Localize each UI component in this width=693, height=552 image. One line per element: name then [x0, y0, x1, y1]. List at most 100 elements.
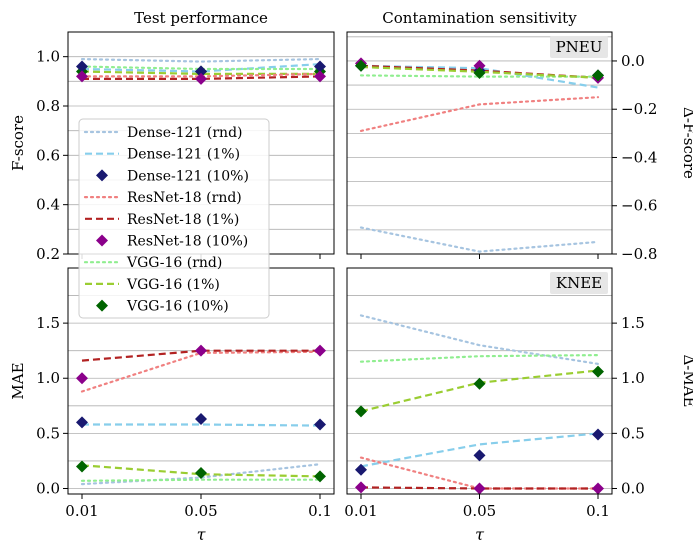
legend-label: VGG-16 (1%) [126, 277, 220, 293]
series-line-dense-rnd [80, 57, 322, 63]
y-tick-label: −0.8 [621, 245, 657, 263]
panel-test-performance-fscore: 0.2 0.4 0.6 0.8 1.0 Test performance F-score [9, 9, 335, 263]
marker-vgg-10 [592, 69, 604, 82]
y-tick-label: 1.0 [36, 369, 60, 387]
legend-label: ResNet-18 (1%) [127, 212, 239, 228]
series-line-dense-1 [82, 423, 321, 427]
marker-vgg-10 [355, 59, 367, 72]
x-tick-label: 0.01 [65, 502, 98, 520]
series-line-resnet-1 [360, 64, 599, 79]
gridlines [68, 295, 334, 489]
marker-dense-10 [76, 416, 88, 429]
marker-vgg-10 [314, 470, 326, 483]
y-tick-label: 0.5 [36, 424, 60, 442]
marker-vgg-10 [473, 67, 486, 80]
marker-dense-10 [76, 60, 88, 73]
x-tick-label: 0.1 [308, 502, 332, 520]
legend-label: ResNet-18 (rnd) [127, 190, 242, 206]
series-line-vgg-rnd [359, 354, 600, 363]
series-group [76, 344, 326, 486]
dataset-badge [550, 36, 608, 58]
marker-vgg-10 [355, 405, 367, 418]
panel-test-performance-mae: 0.0 0.5 1.0 1.5 0.01 0.05 0.1 MAE τ [9, 267, 335, 544]
dataset-badge [550, 272, 608, 294]
marker-dense-10 [473, 449, 486, 462]
legend-label: Dense-121 (10%) [127, 168, 249, 184]
series-line-dense-rnd [359, 226, 600, 253]
marker-dense-10 [314, 418, 326, 431]
marker-dense-10 [314, 60, 326, 73]
y-tick-label: 0.0 [36, 479, 60, 497]
legend-marker [96, 234, 108, 247]
series-line-dense-1 [360, 432, 599, 468]
series-line-resnet-rnd [359, 96, 600, 132]
marker-vgg-10 [195, 467, 207, 480]
y-tick-label: −0.2 [621, 100, 657, 118]
marker-resnet-10 [355, 481, 367, 494]
series-line-vgg-1 [81, 464, 321, 478]
x-tick-label: 0.05 [184, 502, 217, 520]
series-line-vgg-rnd [359, 74, 600, 78]
y-tick-label: 1.0 [621, 369, 645, 387]
marker-resnet-10 [195, 344, 207, 357]
y-axis-label: Δ-F-score [680, 107, 693, 179]
panel-contamination-mae: 0.0 0.5 1.0 1.5 0.01 0.05 0.1 Δ-MAE τ KNEE [344, 267, 693, 544]
y-tick-label: 1.0 [36, 48, 60, 66]
marker-resnet-10 [314, 70, 326, 83]
panel-title: Test performance [134, 9, 268, 27]
series-group [355, 57, 604, 253]
marker-vgg-10 [592, 365, 604, 378]
legend-label: Dense-121 (1%) [127, 147, 240, 163]
marker-resnet-10 [195, 72, 207, 85]
series-group [355, 314, 604, 494]
y-tick-label: 0.0 [621, 52, 645, 70]
y-tick-label: 0.0 [621, 479, 645, 497]
legend: Dense-121 (rnd) Dense-121 (1%) Dense-121 (… [78, 118, 270, 319]
legend-frame [78, 118, 270, 319]
marker-resnet-10 [314, 344, 326, 357]
marker-resnet-10 [76, 70, 88, 83]
legend-label: Dense-121 (rnd) [127, 125, 243, 141]
y-tick-label: 0.2 [36, 245, 60, 263]
y-axis-label: F-score [9, 115, 27, 171]
dataset-badge-label: PNEU [556, 38, 603, 56]
series-line-dense-1 [81, 63, 321, 73]
y-tick-label: 0.5 [621, 424, 645, 442]
series-line-vgg-rnd [80, 478, 322, 482]
panel-contamination-fscore: −0.8 −0.6 −0.4 −0.2 0.0 Contamination sensiti… [346, 9, 693, 263]
y-tick-label: 1.5 [36, 314, 60, 332]
legend-label: VGG-16 (10%) [126, 299, 229, 315]
marker-dense-10 [195, 65, 207, 78]
x-tick-label: 0.01 [344, 502, 377, 520]
x-tick-label: 0.05 [463, 502, 496, 520]
marker-resnet-10 [592, 482, 604, 494]
y-axis-label: MAE [9, 362, 27, 399]
x-axis-label: τ [197, 525, 207, 544]
y-tick-label: 0.6 [36, 146, 60, 164]
marker-resnet-10 [473, 59, 486, 72]
marker-vgg-10 [473, 377, 486, 390]
marker-dense-10 [195, 413, 207, 426]
y-axis-label: Δ-MAE [680, 354, 693, 407]
marker-resnet-10 [473, 482, 486, 494]
series-line-resnet-1 [360, 486, 598, 490]
marker-vgg-10 [76, 460, 88, 473]
x-tick-label: 0.1 [586, 502, 610, 520]
series-group [76, 57, 326, 85]
x-axis-label: τ [475, 525, 485, 544]
y-tick-label: 0.4 [36, 196, 60, 214]
marker-dense-10 [355, 463, 367, 476]
legend-marker [96, 299, 108, 312]
y-tick-label: −0.4 [621, 148, 657, 166]
legend-label: ResNet-18 (10%) [127, 234, 248, 250]
series-line-vgg-1 [360, 65, 599, 79]
series-line-resnet-1 [82, 75, 321, 81]
marker-dense-10 [592, 428, 604, 441]
series-line-vgg-1 [360, 369, 599, 413]
dataset-badge-label: KNEE [556, 274, 602, 292]
legend-marker [96, 169, 108, 182]
y-tick-label: −0.6 [621, 197, 657, 215]
y-tick-label: 1.5 [621, 314, 645, 332]
panel-title: Contamination sensitivity [382, 9, 577, 27]
marker-resnet-10 [76, 372, 88, 385]
